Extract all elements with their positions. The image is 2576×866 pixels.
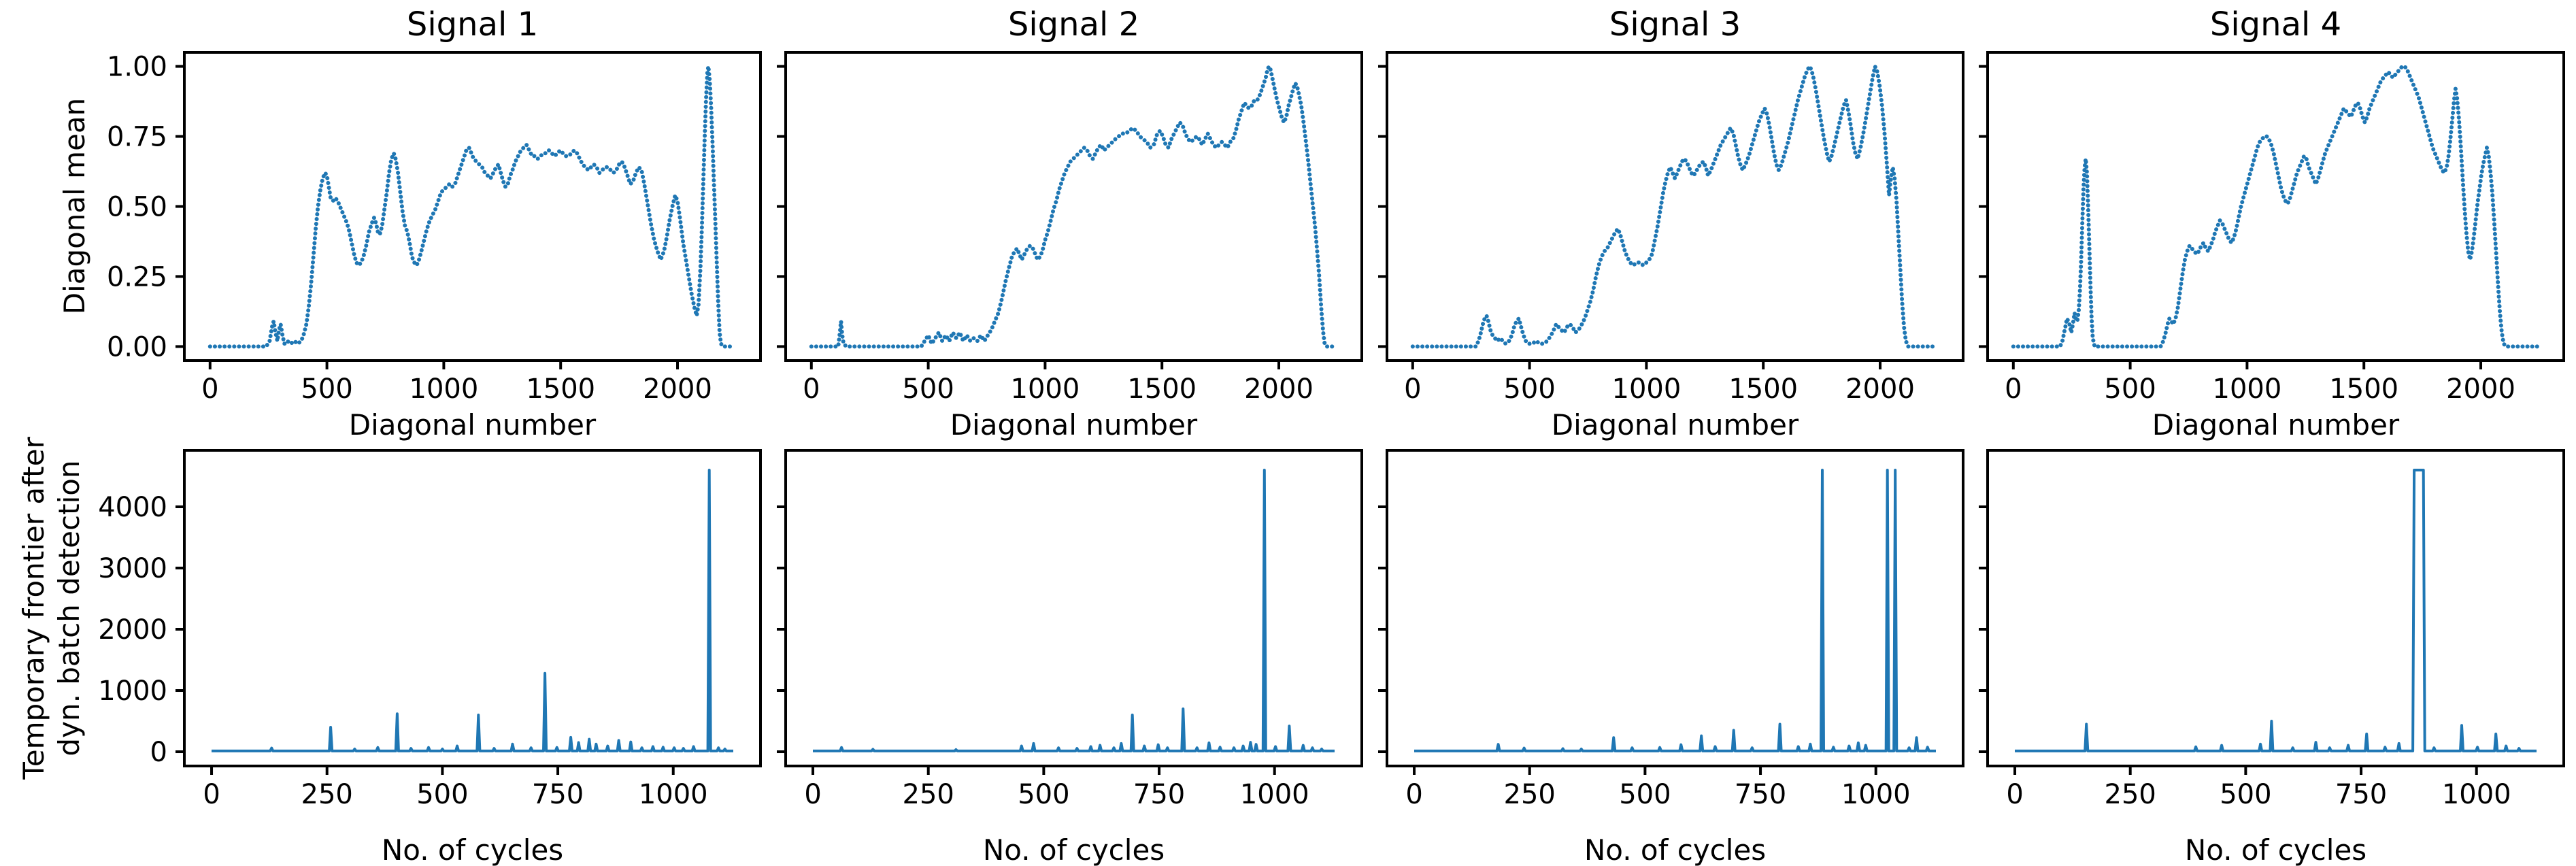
- y-tick-label: 3000: [98, 553, 167, 584]
- series-line: [1410, 64, 1939, 349]
- x-axis-label-diagonal-number-4: Diagonal number: [2152, 408, 2400, 442]
- plot-box: [1386, 51, 1964, 362]
- x-tick-label: 2000: [1845, 373, 1915, 405]
- subplot-title-signal-4: Signal 4: [2209, 5, 2342, 44]
- x-tick-label: 500: [902, 373, 954, 405]
- y-tick-label: 0.25: [107, 261, 167, 293]
- plot-box: [1986, 449, 2565, 767]
- plot-box: [183, 449, 762, 767]
- x-tick-label: 750: [1133, 779, 1185, 810]
- x-tick-label: 0: [1405, 779, 1422, 810]
- x-tick-label: 750: [1735, 779, 1786, 810]
- x-tick-label: 0: [1404, 373, 1421, 405]
- x-tick-label: 250: [1504, 779, 1556, 810]
- x-tick-label: 250: [2105, 779, 2156, 810]
- series-line: [2011, 64, 2540, 349]
- y-tick-label: 1000: [98, 676, 167, 707]
- x-tick-label: 1000: [1612, 373, 1682, 405]
- x-tick-label: 2000: [1244, 373, 1314, 405]
- subplot-title-signal-3: Signal 3: [1609, 5, 1741, 44]
- y-tick-label: 4000: [98, 492, 167, 523]
- y-tick-label: 0: [150, 737, 167, 768]
- x-tick-label: 0: [201, 373, 218, 405]
- x-tick-label: 1000: [2442, 779, 2511, 810]
- x-tick-label: 500: [2104, 373, 2156, 405]
- y-tick-label: 0.50: [107, 192, 167, 223]
- x-tick-label: 500: [1018, 779, 1069, 810]
- y-tick-label: 1.00: [107, 52, 167, 83]
- series-line: [1414, 469, 1936, 752]
- series-line: [2015, 469, 2537, 752]
- x-tick-label: 1000: [409, 373, 479, 405]
- x-tick-label: 1000: [1841, 779, 1911, 810]
- series-line: [212, 469, 733, 752]
- plot-box: [784, 449, 1363, 767]
- x-tick-label: 0: [2005, 373, 2022, 405]
- y-axis-label-temporary-frontier-line1: Temporary frontier after: [17, 437, 50, 780]
- y-axis-label-diagonal-mean: Diagonal mean: [58, 97, 91, 315]
- x-tick-label: 0: [803, 373, 820, 405]
- x-tick-label: 1000: [639, 779, 708, 810]
- x-axis-label-diagonal-number-2: Diagonal number: [950, 408, 1198, 442]
- plot-box: [1386, 449, 1964, 767]
- x-tick-label: 500: [1503, 373, 1555, 405]
- y-tick-label: 2000: [98, 614, 167, 646]
- x-tick-label: 0: [2006, 779, 2023, 810]
- x-tick-label: 2000: [2446, 373, 2515, 405]
- x-tick-label: 2000: [643, 373, 712, 405]
- x-axis-label-diagonal-number-3: Diagonal number: [1551, 408, 1799, 442]
- x-tick-label: 1000: [1011, 373, 1080, 405]
- x-tick-label: 0: [804, 779, 821, 810]
- y-tick-label: 0.00: [107, 331, 167, 363]
- x-axis-label-diagonal-number-1: Diagonal number: [348, 408, 597, 442]
- x-tick-label: 1500: [1127, 373, 1197, 405]
- x-tick-label: 0: [203, 779, 220, 810]
- series-line: [207, 64, 737, 349]
- x-axis-label-no-of-cycles-4: No. of cycles: [2184, 833, 2367, 866]
- x-tick-label: 1000: [2213, 373, 2282, 405]
- x-tick-label: 1500: [1728, 373, 1798, 405]
- x-tick-label: 1500: [526, 373, 595, 405]
- x-tick-label: 500: [2220, 779, 2271, 810]
- x-tick-label: 500: [416, 779, 468, 810]
- x-tick-label: 500: [1619, 779, 1671, 810]
- series-line: [809, 64, 1338, 349]
- x-axis-label-no-of-cycles-1: No. of cycles: [381, 833, 564, 866]
- x-tick-label: 500: [301, 373, 352, 405]
- series-line: [813, 469, 1335, 752]
- subplot-title-signal-2: Signal 2: [1007, 5, 1140, 44]
- x-axis-label-no-of-cycles-2: No. of cycles: [982, 833, 1165, 866]
- y-axis-label-temporary-frontier-line2: dyn. batch detection: [52, 460, 86, 756]
- subplot-title-signal-1: Signal 1: [406, 5, 539, 44]
- x-tick-label: 750: [532, 779, 584, 810]
- x-tick-label: 1500: [2329, 373, 2398, 405]
- x-tick-label: 250: [301, 779, 353, 810]
- x-tick-label: 1000: [1240, 779, 1309, 810]
- y-tick-label: 0.75: [107, 122, 167, 153]
- x-axis-label-no-of-cycles-3: No. of cycles: [1584, 833, 1767, 866]
- x-tick-label: 250: [903, 779, 954, 810]
- x-tick-label: 750: [2335, 779, 2387, 810]
